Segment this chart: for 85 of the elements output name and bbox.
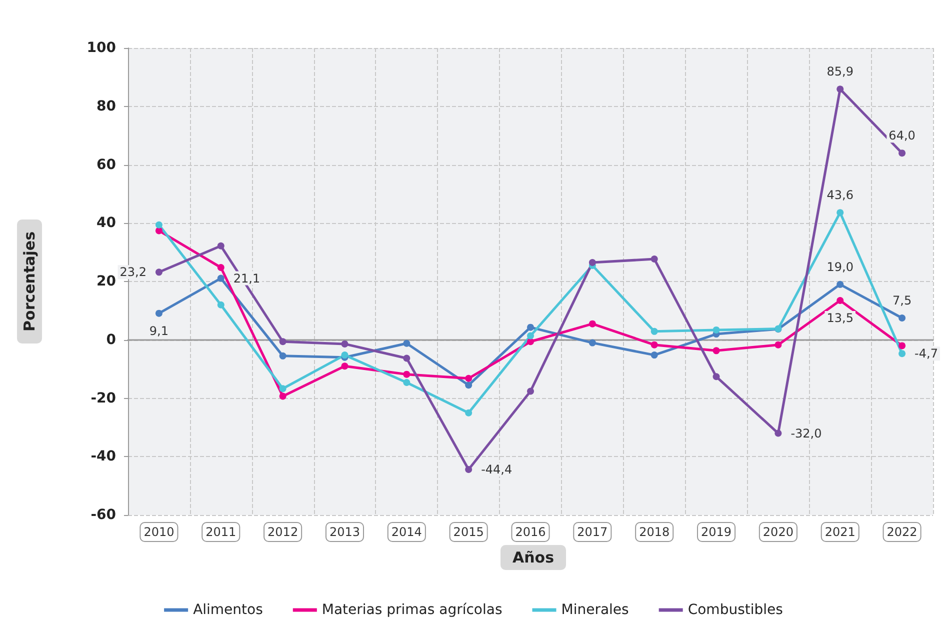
point bbox=[650, 341, 658, 348]
x-tick-label: 2018 bbox=[639, 525, 670, 539]
point bbox=[898, 314, 906, 322]
y-axis-title: Porcentajes bbox=[20, 231, 38, 332]
y-tick-label: 80 bbox=[96, 98, 116, 114]
point bbox=[836, 296, 844, 304]
legend-label: Minerales bbox=[561, 602, 629, 618]
point bbox=[341, 340, 348, 348]
legend-label: Alimentos bbox=[193, 602, 263, 618]
point bbox=[465, 466, 472, 473]
point bbox=[836, 280, 844, 288]
y-tick-label: 60 bbox=[96, 156, 116, 173]
data-label: 7,5 bbox=[892, 293, 912, 308]
point bbox=[403, 378, 410, 386]
point bbox=[217, 242, 224, 250]
y-tick-label: 40 bbox=[96, 215, 116, 232]
y-tick-label: -40 bbox=[90, 448, 116, 465]
point bbox=[527, 332, 534, 340]
x-tick-label: 2015 bbox=[453, 525, 484, 539]
data-label: -4,7 bbox=[914, 346, 938, 361]
point bbox=[712, 326, 720, 334]
point bbox=[712, 373, 720, 380]
point bbox=[155, 268, 162, 276]
point bbox=[217, 264, 224, 271]
x-tick-label: 2019 bbox=[700, 525, 732, 539]
point bbox=[650, 352, 658, 359]
y-tick-label: -60 bbox=[90, 507, 116, 523]
point bbox=[341, 362, 348, 370]
y-tick-label: 100 bbox=[86, 40, 116, 56]
x-tick-label: 2017 bbox=[577, 525, 608, 539]
data-label: 43,6 bbox=[826, 188, 854, 202]
point bbox=[836, 86, 844, 93]
point bbox=[527, 338, 534, 346]
point bbox=[527, 388, 534, 395]
point bbox=[588, 259, 596, 266]
data-label: 85,9 bbox=[826, 64, 854, 79]
y-tick-label: 0 bbox=[106, 332, 116, 348]
point bbox=[898, 150, 906, 157]
point bbox=[279, 392, 286, 400]
point bbox=[403, 340, 410, 347]
point bbox=[217, 274, 224, 282]
point bbox=[588, 339, 596, 346]
point bbox=[898, 350, 906, 358]
point bbox=[588, 320, 596, 328]
x-tick-label: 2011 bbox=[206, 525, 236, 539]
point bbox=[774, 341, 782, 348]
y-tick-label: 20 bbox=[96, 274, 116, 290]
point bbox=[279, 352, 286, 360]
data-label: 19,0 bbox=[826, 260, 854, 274]
data-label: -32,0 bbox=[790, 426, 822, 440]
data-label: 23,2 bbox=[120, 265, 146, 280]
x-tick-label: 2013 bbox=[329, 525, 360, 539]
point bbox=[155, 221, 162, 228]
x-tick-label: 2012 bbox=[268, 525, 298, 539]
x-tick-label: 2014 bbox=[391, 525, 422, 539]
point bbox=[217, 301, 224, 308]
x-tick-label: 2016 bbox=[515, 525, 546, 539]
point bbox=[279, 338, 286, 346]
data-label: 13,5 bbox=[826, 310, 854, 325]
legend-label: Materias primas agrícolas bbox=[322, 602, 502, 618]
point bbox=[898, 342, 906, 350]
data-label: 64,0 bbox=[888, 128, 916, 143]
point bbox=[774, 430, 782, 437]
point bbox=[403, 370, 410, 378]
point bbox=[712, 347, 720, 354]
point bbox=[836, 209, 844, 216]
point bbox=[650, 256, 658, 263]
legend-label: Combustibles bbox=[688, 602, 783, 618]
x-tick-label: 2021 bbox=[824, 525, 856, 539]
point bbox=[465, 409, 472, 416]
data-label: 21,1 bbox=[233, 271, 260, 286]
data-label: 9,1 bbox=[149, 324, 169, 338]
point bbox=[650, 328, 658, 335]
point bbox=[155, 310, 162, 317]
point bbox=[279, 385, 286, 392]
data-label: -44,4 bbox=[481, 462, 512, 476]
x-tick-label: 2020 bbox=[762, 525, 794, 539]
x-tick-label: 2010 bbox=[144, 525, 174, 539]
point bbox=[527, 324, 534, 331]
x-tick-label: 2022 bbox=[886, 525, 918, 539]
point bbox=[403, 354, 410, 362]
x-axis-title: Años bbox=[512, 548, 554, 566]
y-tick-label: -20 bbox=[90, 390, 116, 406]
point bbox=[465, 374, 472, 382]
point bbox=[465, 382, 472, 389]
